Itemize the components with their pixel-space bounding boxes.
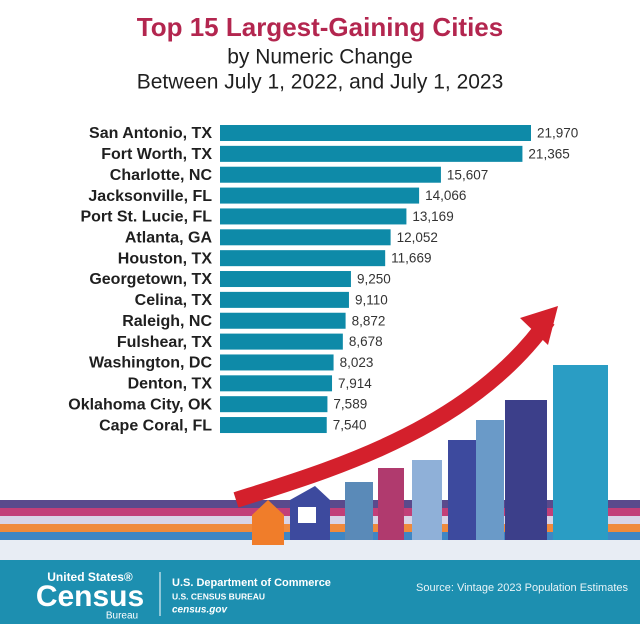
category-label: Atlanta, GA xyxy=(125,230,213,247)
value-label: 8,023 xyxy=(340,355,374,370)
value-label: 7,914 xyxy=(338,376,372,391)
value-label: 21,365 xyxy=(528,146,569,161)
bar xyxy=(220,396,328,413)
logo-top: United States® xyxy=(47,570,133,584)
category-label: San Antonio, TX xyxy=(89,125,212,142)
building xyxy=(476,420,504,540)
value-label: 12,052 xyxy=(397,230,438,245)
category-label: Raleigh, NC xyxy=(122,313,212,330)
stripe xyxy=(0,540,640,560)
building xyxy=(345,482,373,540)
value-label: 9,110 xyxy=(355,292,388,307)
department: U.S. Department of Commerce xyxy=(172,577,331,589)
bar xyxy=(220,417,327,434)
chart-subtitle: by Numeric Change xyxy=(227,46,413,69)
logo-main: Census xyxy=(36,580,144,613)
category-label: Cape Coral, FL xyxy=(99,417,212,434)
category-label: Charlotte, NC xyxy=(110,167,213,184)
value-label: 21,970 xyxy=(537,126,578,141)
bar xyxy=(220,312,346,329)
bar xyxy=(220,166,441,183)
bar xyxy=(220,291,349,308)
bar xyxy=(220,187,420,204)
value-label: 8,872 xyxy=(352,313,386,328)
building xyxy=(448,440,476,540)
bar xyxy=(220,208,407,225)
bureau: U.S. CENSUS BUREAU xyxy=(172,591,265,601)
category-label: Georgetown, TX xyxy=(89,271,212,288)
category-label: Oklahoma City, OK xyxy=(68,396,212,413)
logo-bottom: Bureau xyxy=(106,611,138,622)
value-label: 7,540 xyxy=(333,418,367,433)
building xyxy=(505,400,547,540)
building xyxy=(378,468,404,540)
window xyxy=(298,507,316,523)
arrow-head xyxy=(520,306,558,345)
category-label: Denton, TX xyxy=(128,376,213,393)
source-note: Source: Vintage 2023 Population Estimate… xyxy=(416,582,628,594)
bar xyxy=(220,375,333,392)
category-label: Fulshear, TX xyxy=(117,334,212,351)
bar xyxy=(220,145,523,162)
bar xyxy=(220,229,391,246)
category-label: Houston, TX xyxy=(118,250,213,267)
value-label: 8,678 xyxy=(349,334,383,349)
bar xyxy=(220,333,343,350)
bar xyxy=(220,125,531,141)
illustration xyxy=(0,306,640,560)
category-label: Fort Worth, TX xyxy=(101,146,212,163)
footer-band xyxy=(0,560,640,624)
bar xyxy=(220,354,334,371)
value-label: 9,250 xyxy=(357,272,391,287)
category-label: Jacksonville, FL xyxy=(88,188,212,205)
value-label: 7,589 xyxy=(333,397,367,412)
building xyxy=(252,500,284,545)
category-label: Washington, DC xyxy=(89,355,212,372)
chart-subtitle: Between July 1, 2022, and July 1, 2023 xyxy=(137,71,504,94)
value-label: 14,066 xyxy=(425,188,466,203)
value-label: 15,607 xyxy=(447,167,488,182)
building xyxy=(412,460,442,540)
building xyxy=(553,365,608,540)
value-label: 13,169 xyxy=(412,209,453,224)
category-label: Port St. Lucie, FL xyxy=(80,209,212,226)
bar xyxy=(220,271,351,288)
bar xyxy=(220,250,386,267)
chart-title: Top 15 Largest-Gaining Cities xyxy=(137,12,503,42)
category-label: Celina, TX xyxy=(135,292,213,309)
growth-arrow xyxy=(233,315,555,508)
value-label: 11,669 xyxy=(391,251,431,266)
website: census.gov xyxy=(172,605,228,616)
